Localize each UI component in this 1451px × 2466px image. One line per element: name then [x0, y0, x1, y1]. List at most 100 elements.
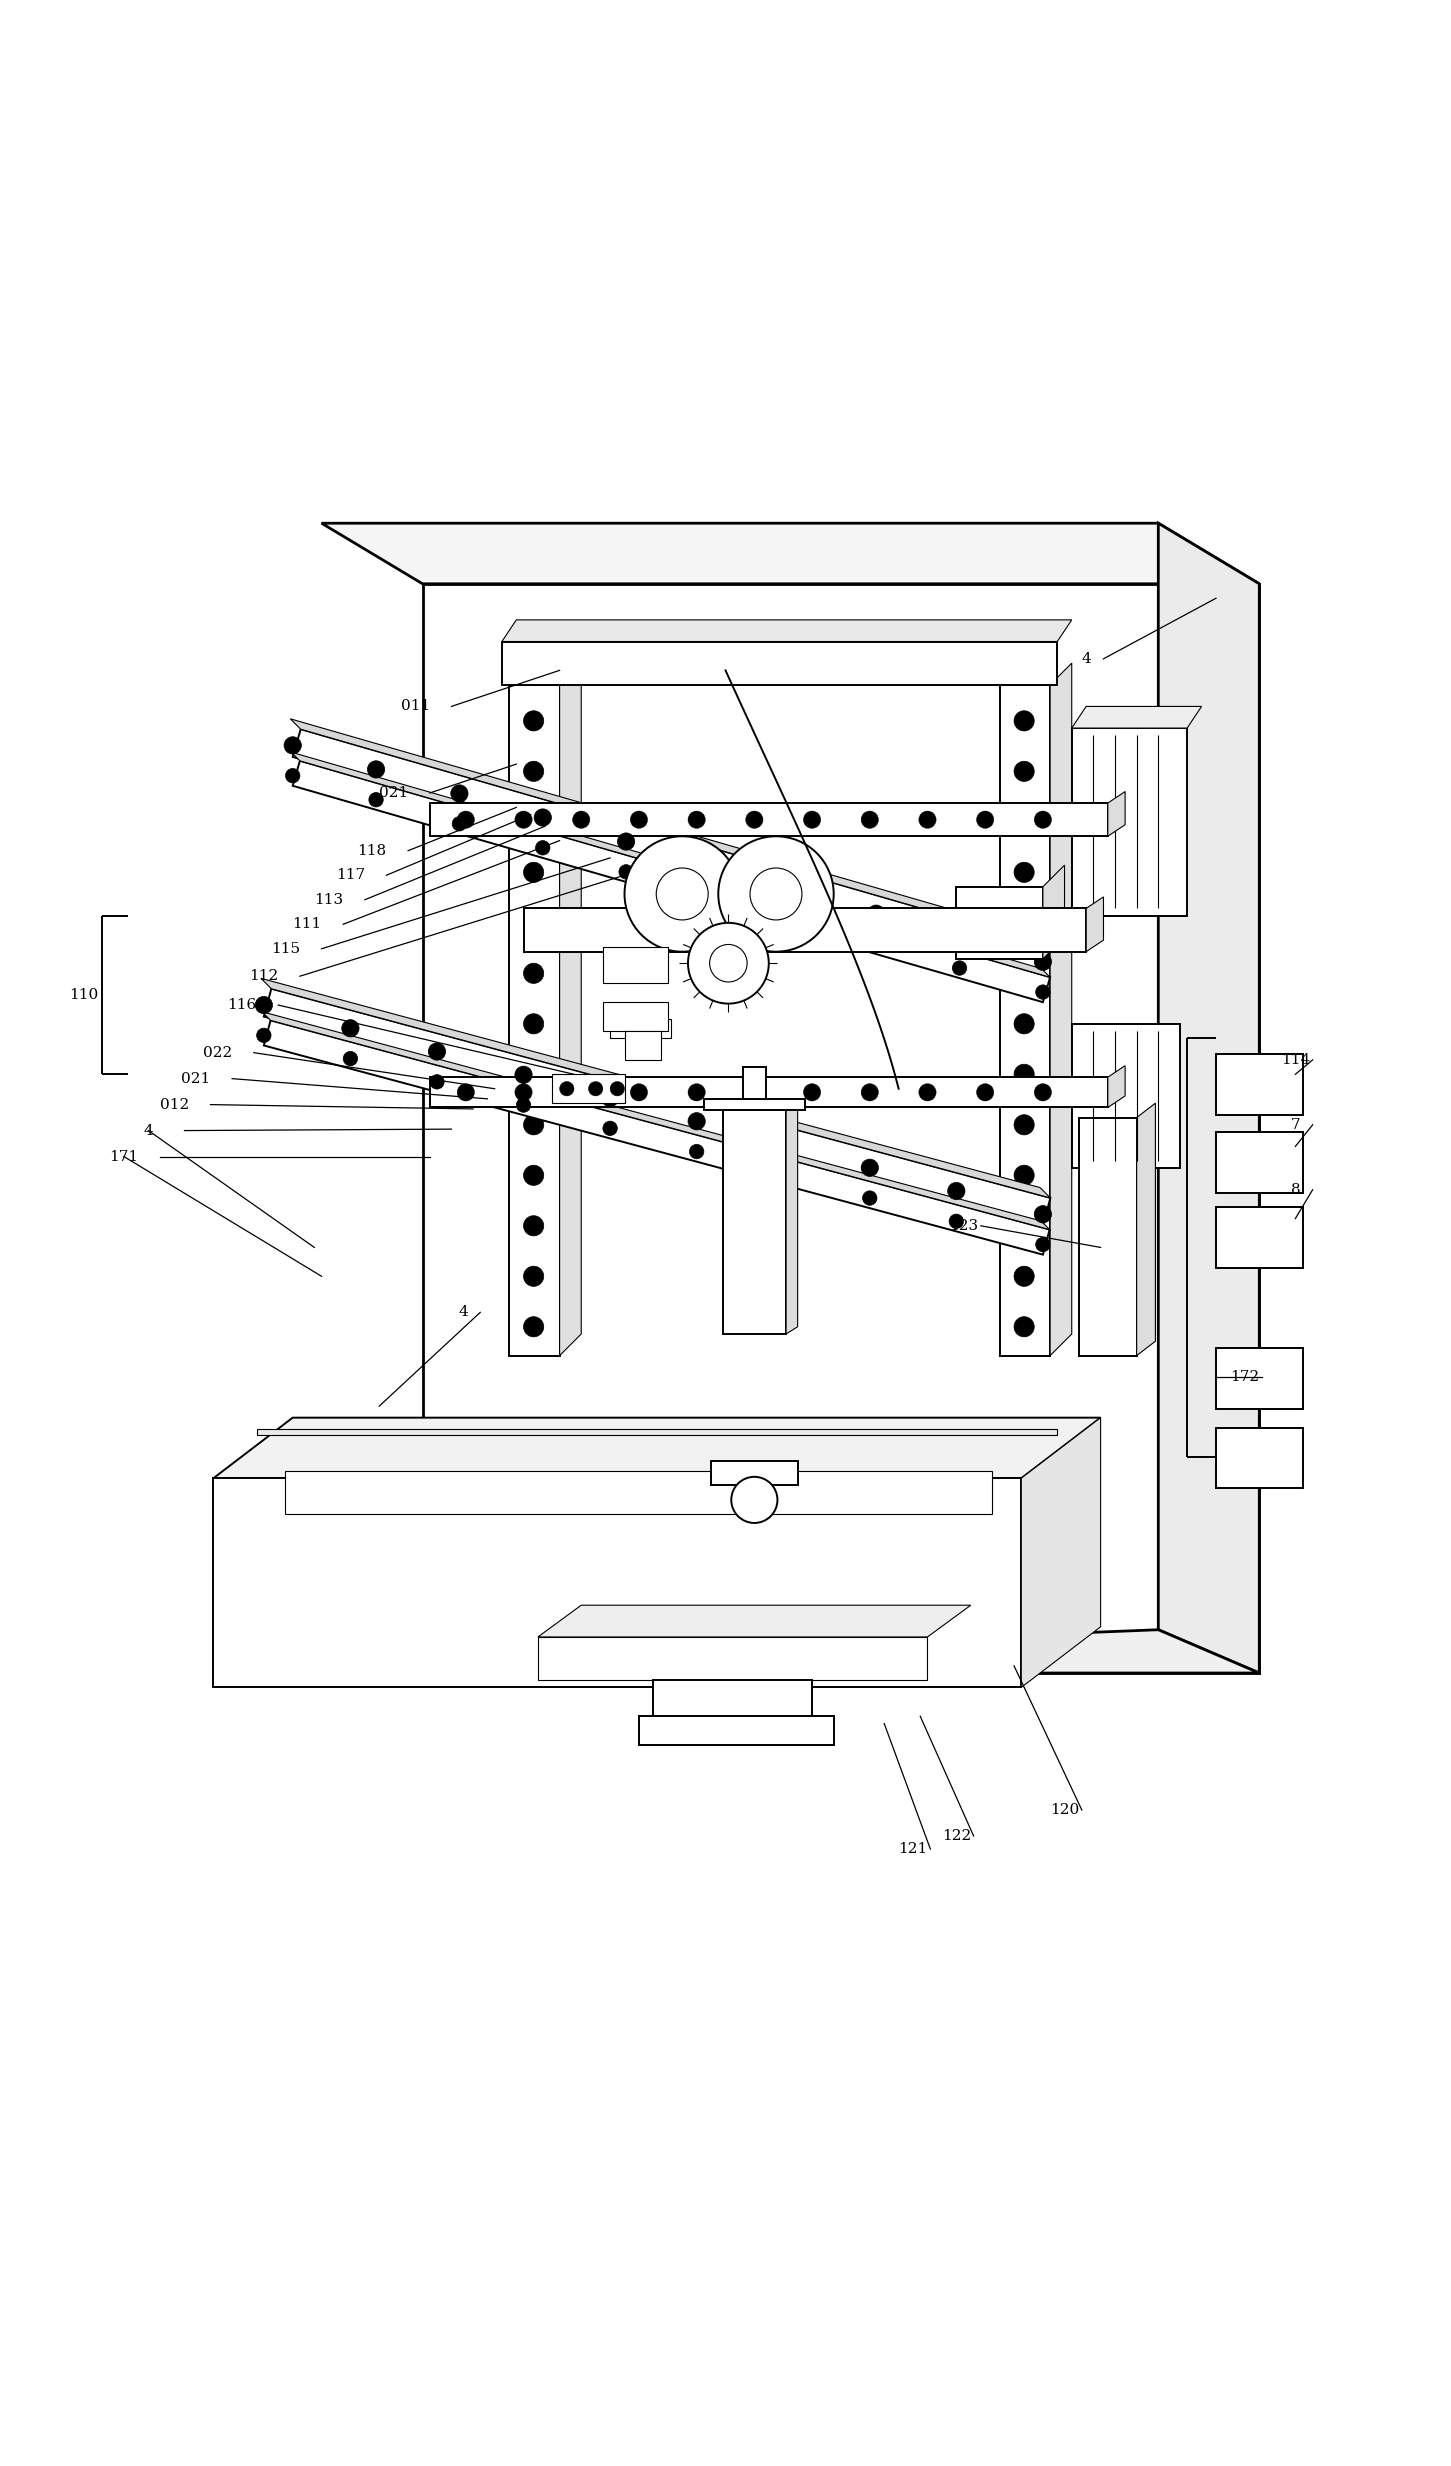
Circle shape — [602, 1122, 617, 1134]
Polygon shape — [293, 762, 1051, 1001]
Circle shape — [524, 1216, 544, 1235]
Polygon shape — [429, 804, 1107, 836]
Polygon shape — [646, 1018, 670, 1038]
Circle shape — [689, 1144, 704, 1159]
Circle shape — [1014, 1065, 1035, 1085]
Circle shape — [342, 1018, 358, 1038]
Circle shape — [618, 834, 634, 851]
Circle shape — [524, 710, 544, 730]
Circle shape — [517, 1097, 531, 1112]
Polygon shape — [264, 1021, 1049, 1255]
Polygon shape — [290, 718, 1051, 944]
Circle shape — [453, 816, 467, 831]
Circle shape — [1035, 1083, 1052, 1100]
Polygon shape — [264, 989, 1051, 1226]
Circle shape — [1014, 762, 1035, 782]
Circle shape — [524, 811, 544, 831]
Circle shape — [949, 1213, 963, 1228]
Circle shape — [457, 811, 474, 829]
Circle shape — [515, 1065, 533, 1083]
Polygon shape — [292, 752, 1051, 977]
Polygon shape — [1136, 1102, 1155, 1356]
Circle shape — [718, 836, 834, 952]
Polygon shape — [624, 1031, 660, 1060]
Polygon shape — [553, 1075, 624, 1102]
Circle shape — [746, 1083, 763, 1100]
Circle shape — [918, 811, 936, 829]
Text: 021: 021 — [379, 787, 408, 799]
Circle shape — [1014, 964, 1035, 984]
Circle shape — [524, 1115, 544, 1134]
Circle shape — [286, 769, 300, 782]
Circle shape — [868, 905, 885, 922]
Polygon shape — [509, 686, 560, 1356]
Text: 171: 171 — [109, 1149, 138, 1164]
Circle shape — [524, 912, 544, 932]
Circle shape — [746, 811, 763, 829]
Circle shape — [609, 1083, 624, 1095]
Polygon shape — [704, 1100, 805, 1110]
Circle shape — [630, 1083, 647, 1100]
Circle shape — [573, 811, 591, 829]
Circle shape — [344, 1051, 357, 1065]
Circle shape — [524, 1265, 544, 1287]
Polygon shape — [1072, 705, 1201, 727]
Circle shape — [1014, 1216, 1035, 1235]
Polygon shape — [602, 1001, 667, 1031]
Polygon shape — [293, 730, 1051, 974]
Text: 111: 111 — [293, 917, 322, 932]
Circle shape — [1014, 811, 1035, 831]
Circle shape — [977, 811, 994, 829]
Circle shape — [688, 811, 705, 829]
Circle shape — [589, 1083, 602, 1095]
Text: 121: 121 — [898, 1842, 927, 1857]
Text: 4: 4 — [1081, 651, 1091, 666]
Circle shape — [524, 762, 544, 782]
Polygon shape — [538, 1637, 927, 1679]
Circle shape — [1014, 1115, 1035, 1134]
Circle shape — [776, 1166, 791, 1181]
Text: 118: 118 — [357, 843, 386, 858]
Text: 4: 4 — [144, 1124, 154, 1137]
Circle shape — [1014, 710, 1035, 730]
Circle shape — [524, 964, 544, 984]
Polygon shape — [1022, 1418, 1101, 1687]
Circle shape — [620, 866, 633, 878]
Polygon shape — [286, 1472, 992, 1514]
Polygon shape — [723, 1110, 786, 1334]
Circle shape — [948, 1181, 965, 1198]
Polygon shape — [429, 1078, 1107, 1107]
Circle shape — [1014, 1166, 1035, 1186]
Text: 172: 172 — [1230, 1371, 1259, 1383]
Circle shape — [451, 784, 469, 801]
Circle shape — [1014, 863, 1035, 883]
Circle shape — [869, 937, 884, 952]
Polygon shape — [653, 1679, 813, 1724]
Polygon shape — [1216, 1053, 1303, 1115]
Circle shape — [804, 811, 821, 829]
Circle shape — [624, 836, 740, 952]
Circle shape — [257, 1028, 271, 1043]
Text: 012: 012 — [160, 1097, 189, 1112]
Circle shape — [573, 1083, 591, 1100]
Text: 114: 114 — [1281, 1053, 1310, 1068]
Circle shape — [524, 1065, 544, 1085]
Circle shape — [524, 1317, 544, 1337]
Polygon shape — [602, 947, 667, 984]
Text: 116: 116 — [228, 999, 257, 1011]
Polygon shape — [1107, 1065, 1125, 1107]
Polygon shape — [1072, 727, 1187, 915]
Text: 122: 122 — [942, 1830, 971, 1842]
Circle shape — [862, 1191, 876, 1206]
Polygon shape — [392, 1630, 1259, 1672]
Circle shape — [515, 811, 533, 829]
Circle shape — [950, 930, 968, 947]
Polygon shape — [538, 1605, 971, 1637]
Circle shape — [688, 1112, 705, 1129]
Circle shape — [775, 1137, 792, 1154]
Polygon shape — [1072, 1023, 1180, 1169]
Circle shape — [428, 1043, 445, 1060]
Polygon shape — [1158, 523, 1259, 1672]
Circle shape — [688, 1083, 705, 1100]
Circle shape — [952, 962, 966, 974]
